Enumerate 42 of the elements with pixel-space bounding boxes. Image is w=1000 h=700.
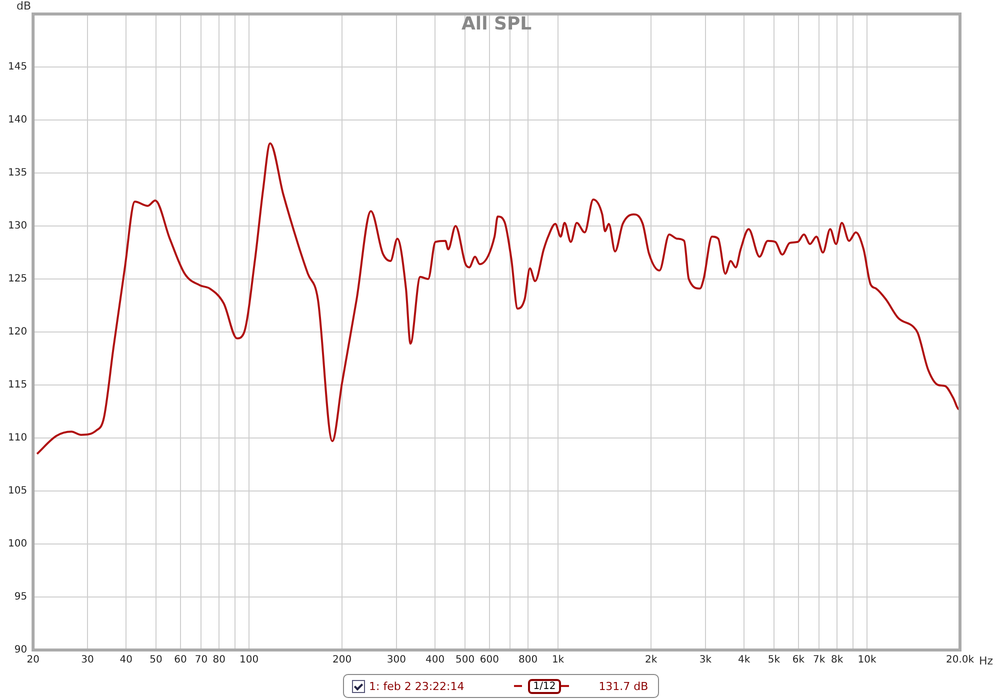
y-tick-label: 130 — [8, 220, 28, 232]
x-tick-label: 50 — [150, 654, 162, 666]
x-tick-label: 1k — [552, 654, 564, 666]
chart-title: All SPL — [461, 14, 532, 35]
x-tick-label: 40 — [120, 654, 132, 666]
y-tick-label: 125 — [8, 274, 28, 285]
x-axis-title: Hz — [979, 654, 994, 668]
text: 131.7 dB — [598, 680, 648, 692]
x-tick-label: 20.0k — [946, 654, 974, 666]
text: 1: feb 2 23:22:14 — [369, 680, 464, 692]
x-tick-label: 200 — [332, 654, 352, 666]
x-tick-label: 6k — [792, 654, 805, 666]
x-tick-label: 400 — [426, 654, 445, 666]
x-tick-label: 80 — [212, 654, 226, 666]
x-tick-label: 70 — [194, 654, 208, 666]
x-tick-label: 10k — [858, 654, 876, 666]
x-tick-label: 5k — [768, 654, 780, 666]
y-tick-label: 90 — [14, 644, 28, 656]
x-tick-label: 500 — [455, 654, 475, 666]
y-tick-label: 95 — [14, 592, 28, 603]
y-tick-label: 135 — [8, 168, 28, 179]
x-tick-label: 7k — [813, 654, 826, 666]
text: 1/12 — [528, 678, 561, 694]
y-axis-title: dB — [16, 0, 32, 12]
y-tick-label: 100 — [8, 538, 28, 550]
x-tick-label: 300 — [386, 654, 406, 666]
x-tick-label: 4k — [738, 654, 750, 666]
x-tick-label: 800 — [518, 654, 538, 666]
x-tick-label: 60 — [174, 654, 187, 666]
x-tick-label: 2k — [644, 654, 658, 666]
y-tick-label: 105 — [8, 486, 28, 497]
x-tick-label: 600 — [480, 654, 500, 666]
x-tick-label: 30 — [81, 654, 94, 666]
y-tick-label: 120 — [8, 326, 28, 338]
y-tick-label: 140 — [8, 114, 28, 126]
x-tick-label: 100 — [240, 654, 259, 666]
y-tick-label: 115 — [8, 380, 28, 391]
x-tick-label: 20 — [26, 654, 40, 666]
y-tick-label: 145 — [8, 62, 28, 73]
y-tick-label: 110 — [8, 432, 28, 444]
x-tick-label: 8k — [830, 654, 844, 666]
x-tick-label: 3k — [699, 654, 712, 666]
